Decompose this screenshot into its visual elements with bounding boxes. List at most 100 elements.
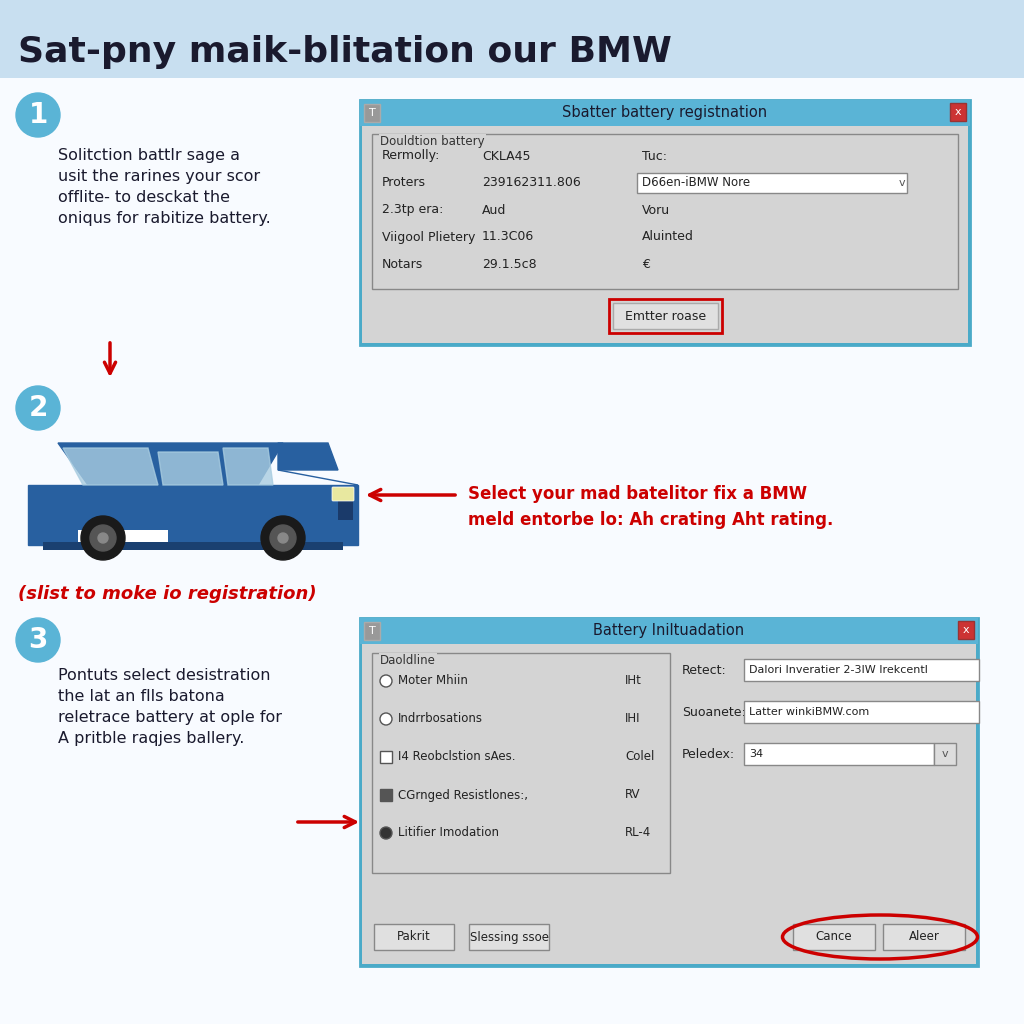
FancyBboxPatch shape: [950, 103, 966, 121]
Text: v: v: [899, 178, 905, 188]
Text: IHt: IHt: [625, 675, 642, 687]
Circle shape: [270, 525, 296, 551]
Text: I4 Reobclstion sAes.: I4 Reobclstion sAes.: [398, 751, 515, 764]
Text: 2.3tp era:: 2.3tp era:: [382, 204, 443, 216]
FancyBboxPatch shape: [380, 751, 392, 763]
Text: Retect:: Retect:: [682, 664, 727, 677]
Text: 2: 2: [29, 394, 48, 422]
FancyBboxPatch shape: [793, 924, 874, 950]
Text: €: €: [642, 257, 650, 270]
Circle shape: [380, 713, 392, 725]
FancyBboxPatch shape: [744, 743, 934, 765]
Polygon shape: [63, 449, 158, 485]
FancyBboxPatch shape: [362, 644, 976, 964]
Text: T: T: [369, 626, 376, 636]
Text: Daoldline: Daoldline: [380, 654, 436, 667]
Polygon shape: [158, 452, 223, 485]
Text: Suoanete:: Suoanete:: [682, 706, 745, 719]
Text: Peledex:: Peledex:: [682, 748, 735, 761]
Text: x: x: [954, 106, 962, 117]
Text: v: v: [942, 749, 948, 759]
Text: 29.1.5c8: 29.1.5c8: [482, 257, 537, 270]
Text: Douldtion battery: Douldtion battery: [380, 135, 484, 148]
Circle shape: [16, 93, 60, 137]
Text: Moter Mhiin: Moter Mhiin: [398, 675, 468, 687]
Text: D66en-iBMW Nore: D66en-iBMW Nore: [642, 176, 757, 189]
Polygon shape: [58, 443, 283, 485]
Text: Notars: Notars: [382, 257, 423, 270]
Text: Tuc:: Tuc:: [642, 150, 667, 163]
Text: Slessing ssoe: Slessing ssoe: [469, 931, 549, 943]
Text: Sat-pny maik-blitation our BMW: Sat-pny maik-blitation our BMW: [18, 35, 672, 69]
Text: Aluinted: Aluinted: [642, 230, 694, 244]
Circle shape: [81, 516, 125, 560]
FancyBboxPatch shape: [744, 701, 979, 723]
Circle shape: [16, 386, 60, 430]
Text: RV: RV: [625, 788, 640, 802]
Text: Battery Iniltuadation: Battery Iniltuadation: [594, 624, 744, 639]
FancyBboxPatch shape: [360, 100, 970, 345]
FancyBboxPatch shape: [360, 618, 978, 966]
Text: Indrrbosations: Indrrbosations: [398, 713, 483, 725]
Text: 3: 3: [29, 626, 48, 654]
Text: Emtter roase: Emtter roase: [625, 309, 707, 323]
FancyBboxPatch shape: [43, 542, 343, 550]
FancyBboxPatch shape: [362, 126, 968, 343]
Circle shape: [261, 516, 305, 560]
Circle shape: [98, 534, 108, 543]
FancyBboxPatch shape: [372, 653, 670, 873]
Text: (slist to moke io registration): (slist to moke io registration): [18, 585, 316, 603]
Text: T: T: [369, 108, 376, 118]
Text: Cance: Cance: [816, 931, 852, 943]
FancyBboxPatch shape: [360, 618, 978, 644]
FancyBboxPatch shape: [338, 495, 353, 520]
Circle shape: [380, 827, 392, 839]
Circle shape: [90, 525, 116, 551]
Text: Aud: Aud: [482, 204, 507, 216]
Text: Select your mad batelitor fix a BMW
meld entorbe lo: Ah crating Aht rating.: Select your mad batelitor fix a BMW meld…: [468, 485, 834, 529]
FancyBboxPatch shape: [613, 303, 718, 329]
Circle shape: [16, 618, 60, 662]
Text: Pakrit: Pakrit: [397, 931, 431, 943]
Text: Voru: Voru: [642, 204, 670, 216]
FancyBboxPatch shape: [958, 621, 974, 639]
Polygon shape: [278, 443, 338, 470]
Text: 34: 34: [749, 749, 763, 759]
FancyBboxPatch shape: [372, 134, 958, 289]
FancyBboxPatch shape: [364, 104, 380, 122]
FancyBboxPatch shape: [380, 790, 392, 801]
Text: 239162311.806: 239162311.806: [482, 176, 581, 189]
Text: x: x: [963, 625, 970, 635]
Text: Latter winkiBMW.com: Latter winkiBMW.com: [749, 707, 869, 717]
Text: 11.3C06: 11.3C06: [482, 230, 535, 244]
Text: Aleer: Aleer: [908, 931, 939, 943]
FancyBboxPatch shape: [374, 924, 454, 950]
Circle shape: [383, 830, 389, 836]
Polygon shape: [223, 449, 273, 485]
Text: IHI: IHI: [625, 713, 640, 725]
FancyBboxPatch shape: [934, 743, 956, 765]
Text: Sbatter battery registnation: Sbatter battery registnation: [562, 105, 768, 121]
Text: CGrnged Resistlones:,: CGrnged Resistlones:,: [398, 788, 528, 802]
Text: Proters: Proters: [382, 176, 426, 189]
FancyBboxPatch shape: [332, 487, 354, 501]
FancyBboxPatch shape: [360, 100, 970, 126]
Text: 1: 1: [29, 101, 48, 129]
FancyBboxPatch shape: [883, 924, 965, 950]
Text: D66en-iBMW Nore: D66en-iBMW Nore: [642, 176, 751, 189]
Text: Litifier Imodation: Litifier Imodation: [398, 826, 499, 840]
FancyBboxPatch shape: [364, 622, 380, 640]
FancyBboxPatch shape: [744, 659, 979, 681]
FancyBboxPatch shape: [637, 173, 907, 193]
Circle shape: [380, 675, 392, 687]
Text: Dalori Inveratier 2-3IW Irekcentl: Dalori Inveratier 2-3IW Irekcentl: [749, 665, 928, 675]
Text: Pontuts select desistration
the lat an flls batona
reletrace battery at ople for: Pontuts select desistration the lat an f…: [58, 668, 282, 746]
Text: RL-4: RL-4: [625, 826, 651, 840]
Text: Solitction battlr sage a
usit the rarines your scor
offlite- to desckat the
oniq: Solitction battlr sage a usit the rarine…: [58, 148, 270, 226]
FancyBboxPatch shape: [0, 0, 1024, 78]
Text: Colel: Colel: [625, 751, 654, 764]
FancyBboxPatch shape: [78, 530, 168, 542]
Text: CKLA45: CKLA45: [482, 150, 530, 163]
Text: Viigool Plietery: Viigool Plietery: [382, 230, 475, 244]
Circle shape: [278, 534, 288, 543]
